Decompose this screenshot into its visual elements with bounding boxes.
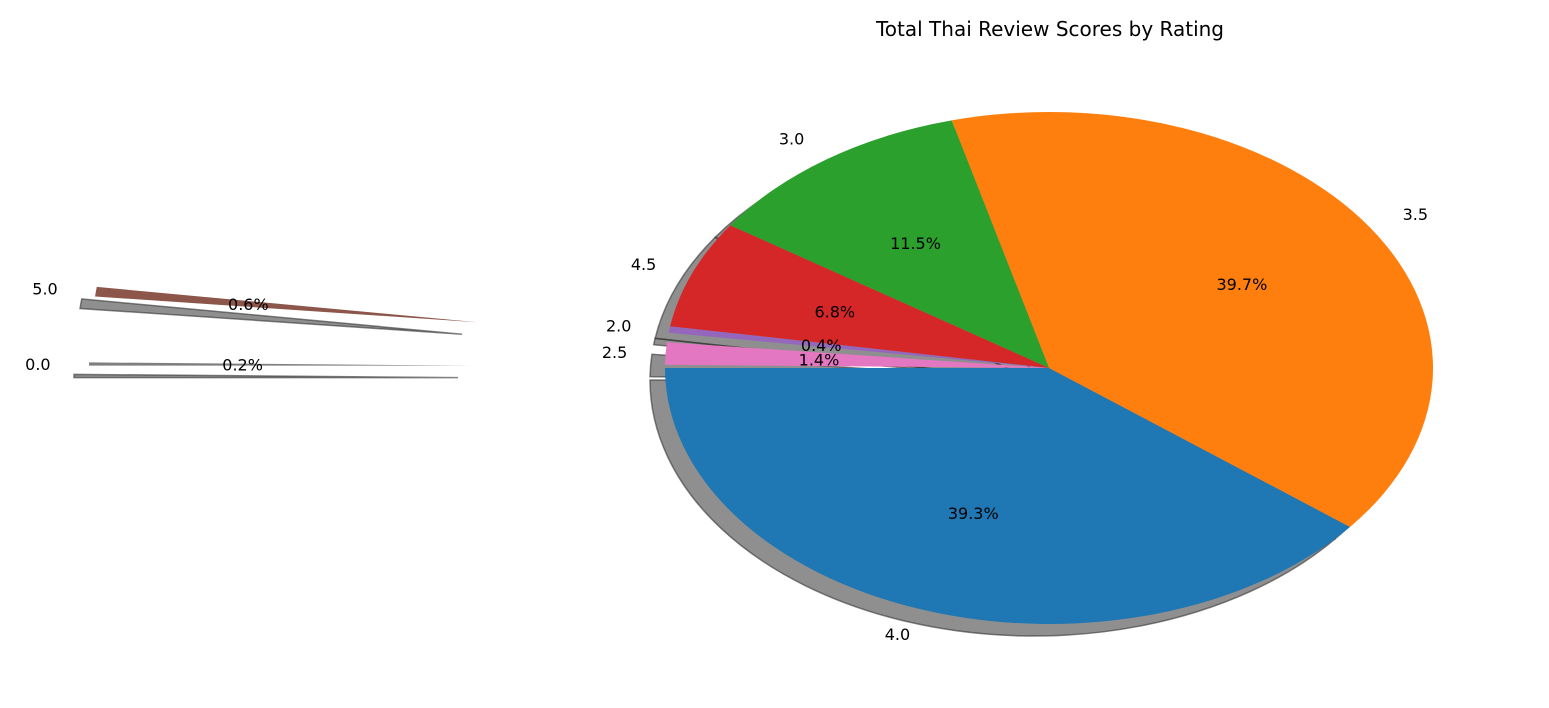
pie-slice-0-0	[89, 362, 474, 366]
slice-shadow-0-0	[73, 373, 459, 379]
slice-percent-5-0: 0.6%	[228, 295, 269, 314]
slice-label-4-5: 4.5	[631, 255, 656, 274]
slice-label-2-0: 2.0	[606, 317, 631, 336]
slice-labels: 4.0 39.3% 3.5 39.7% 3.0 11.5% 4.5 6.8% 2.0 0.4% 5.…	[25, 129, 1428, 643]
slice-label-2-5: 2.5	[602, 343, 627, 362]
chart-title: Total Thai Review Scores by Rating	[875, 17, 1224, 41]
slice-percent-0-0: 0.2%	[222, 356, 263, 375]
pie-slice-2-0	[668, 326, 1049, 368]
slice-percent-2-5: 1.4%	[799, 350, 840, 369]
pie-slice-2-5	[665, 342, 1049, 368]
slice-label-3-0: 3.0	[779, 129, 804, 148]
pie-slice-5-0	[95, 286, 478, 323]
slice-percent-4-0: 39.3%	[948, 504, 999, 523]
slice-label-5-0: 5.0	[32, 280, 57, 299]
slice-percent-3-0: 11.5%	[890, 234, 941, 253]
pie-slice-3-0	[730, 120, 1049, 369]
slice-label-3-5: 3.5	[1403, 205, 1428, 224]
slice-percent-2-0: 0.4%	[801, 336, 842, 355]
pie-slices	[89, 111, 1434, 625]
pie-slice-4-5	[670, 225, 1049, 368]
pie-slice-3-5	[951, 111, 1434, 527]
slice-percent-3-5: 39.7%	[1216, 275, 1267, 294]
pie-slice-4-0	[665, 368, 1351, 625]
slice-shadow-5-0	[79, 298, 463, 335]
slice-percent-4-5: 6.8%	[814, 302, 855, 321]
slice-label-0-0: 0.0	[25, 355, 50, 374]
slice-label-4-0: 4.0	[885, 625, 910, 644]
